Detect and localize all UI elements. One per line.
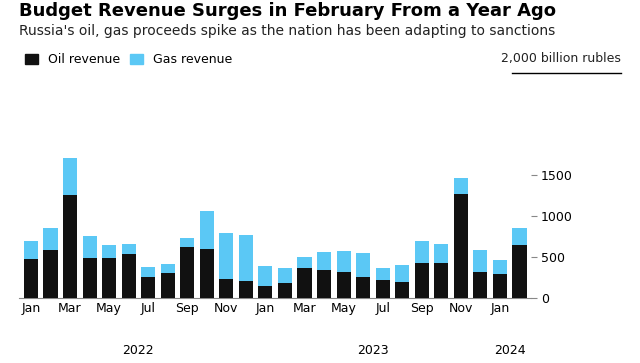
- Bar: [278, 268, 292, 284]
- Bar: [435, 263, 449, 298]
- Bar: [102, 258, 116, 298]
- Bar: [24, 258, 38, 298]
- Bar: [180, 247, 195, 298]
- Bar: [63, 195, 77, 298]
- Bar: [220, 233, 234, 279]
- Bar: [44, 228, 58, 250]
- Bar: [376, 268, 390, 280]
- Bar: [415, 264, 429, 298]
- Bar: [513, 245, 527, 298]
- Bar: [83, 236, 97, 258]
- Bar: [356, 253, 370, 277]
- Bar: [220, 279, 234, 298]
- Bar: [493, 260, 507, 274]
- Text: 2024: 2024: [494, 344, 525, 358]
- Bar: [317, 270, 331, 298]
- Bar: [356, 277, 370, 298]
- Bar: [161, 273, 175, 298]
- Bar: [239, 235, 253, 281]
- Bar: [337, 251, 351, 272]
- Bar: [376, 280, 390, 298]
- Bar: [122, 254, 136, 298]
- Bar: [239, 281, 253, 298]
- Bar: [259, 286, 273, 298]
- Text: 2022: 2022: [123, 344, 154, 358]
- Bar: [298, 268, 312, 298]
- Bar: [474, 272, 488, 298]
- Text: 2,000 billion rubles: 2,000 billion rubles: [501, 52, 621, 65]
- Bar: [83, 258, 97, 298]
- Bar: [395, 282, 409, 298]
- Bar: [454, 178, 468, 194]
- Bar: [141, 267, 156, 277]
- Bar: [337, 272, 351, 298]
- Bar: [259, 266, 273, 286]
- Bar: [141, 277, 156, 298]
- Bar: [317, 252, 331, 270]
- Bar: [102, 245, 116, 258]
- Bar: [278, 284, 292, 298]
- Bar: [298, 257, 312, 268]
- Bar: [180, 238, 195, 247]
- Bar: [415, 241, 429, 264]
- Text: Budget Revenue Surges in February From a Year Ago: Budget Revenue Surges in February From a…: [19, 2, 556, 20]
- Bar: [122, 244, 136, 254]
- Bar: [513, 228, 527, 245]
- Text: Russia's oil, gas proceeds spike as the nation has been adapting to sanctions: Russia's oil, gas proceeds spike as the …: [19, 24, 556, 38]
- Bar: [474, 250, 488, 272]
- Legend: Oil revenue, Gas revenue: Oil revenue, Gas revenue: [26, 53, 232, 66]
- Bar: [44, 250, 58, 298]
- Bar: [161, 264, 175, 273]
- Text: 2023: 2023: [357, 344, 388, 358]
- Bar: [24, 241, 38, 258]
- Bar: [63, 158, 77, 195]
- Bar: [395, 265, 409, 282]
- Bar: [435, 244, 449, 263]
- Bar: [493, 274, 507, 298]
- Bar: [200, 249, 214, 298]
- Bar: [200, 211, 214, 249]
- Bar: [454, 194, 468, 298]
